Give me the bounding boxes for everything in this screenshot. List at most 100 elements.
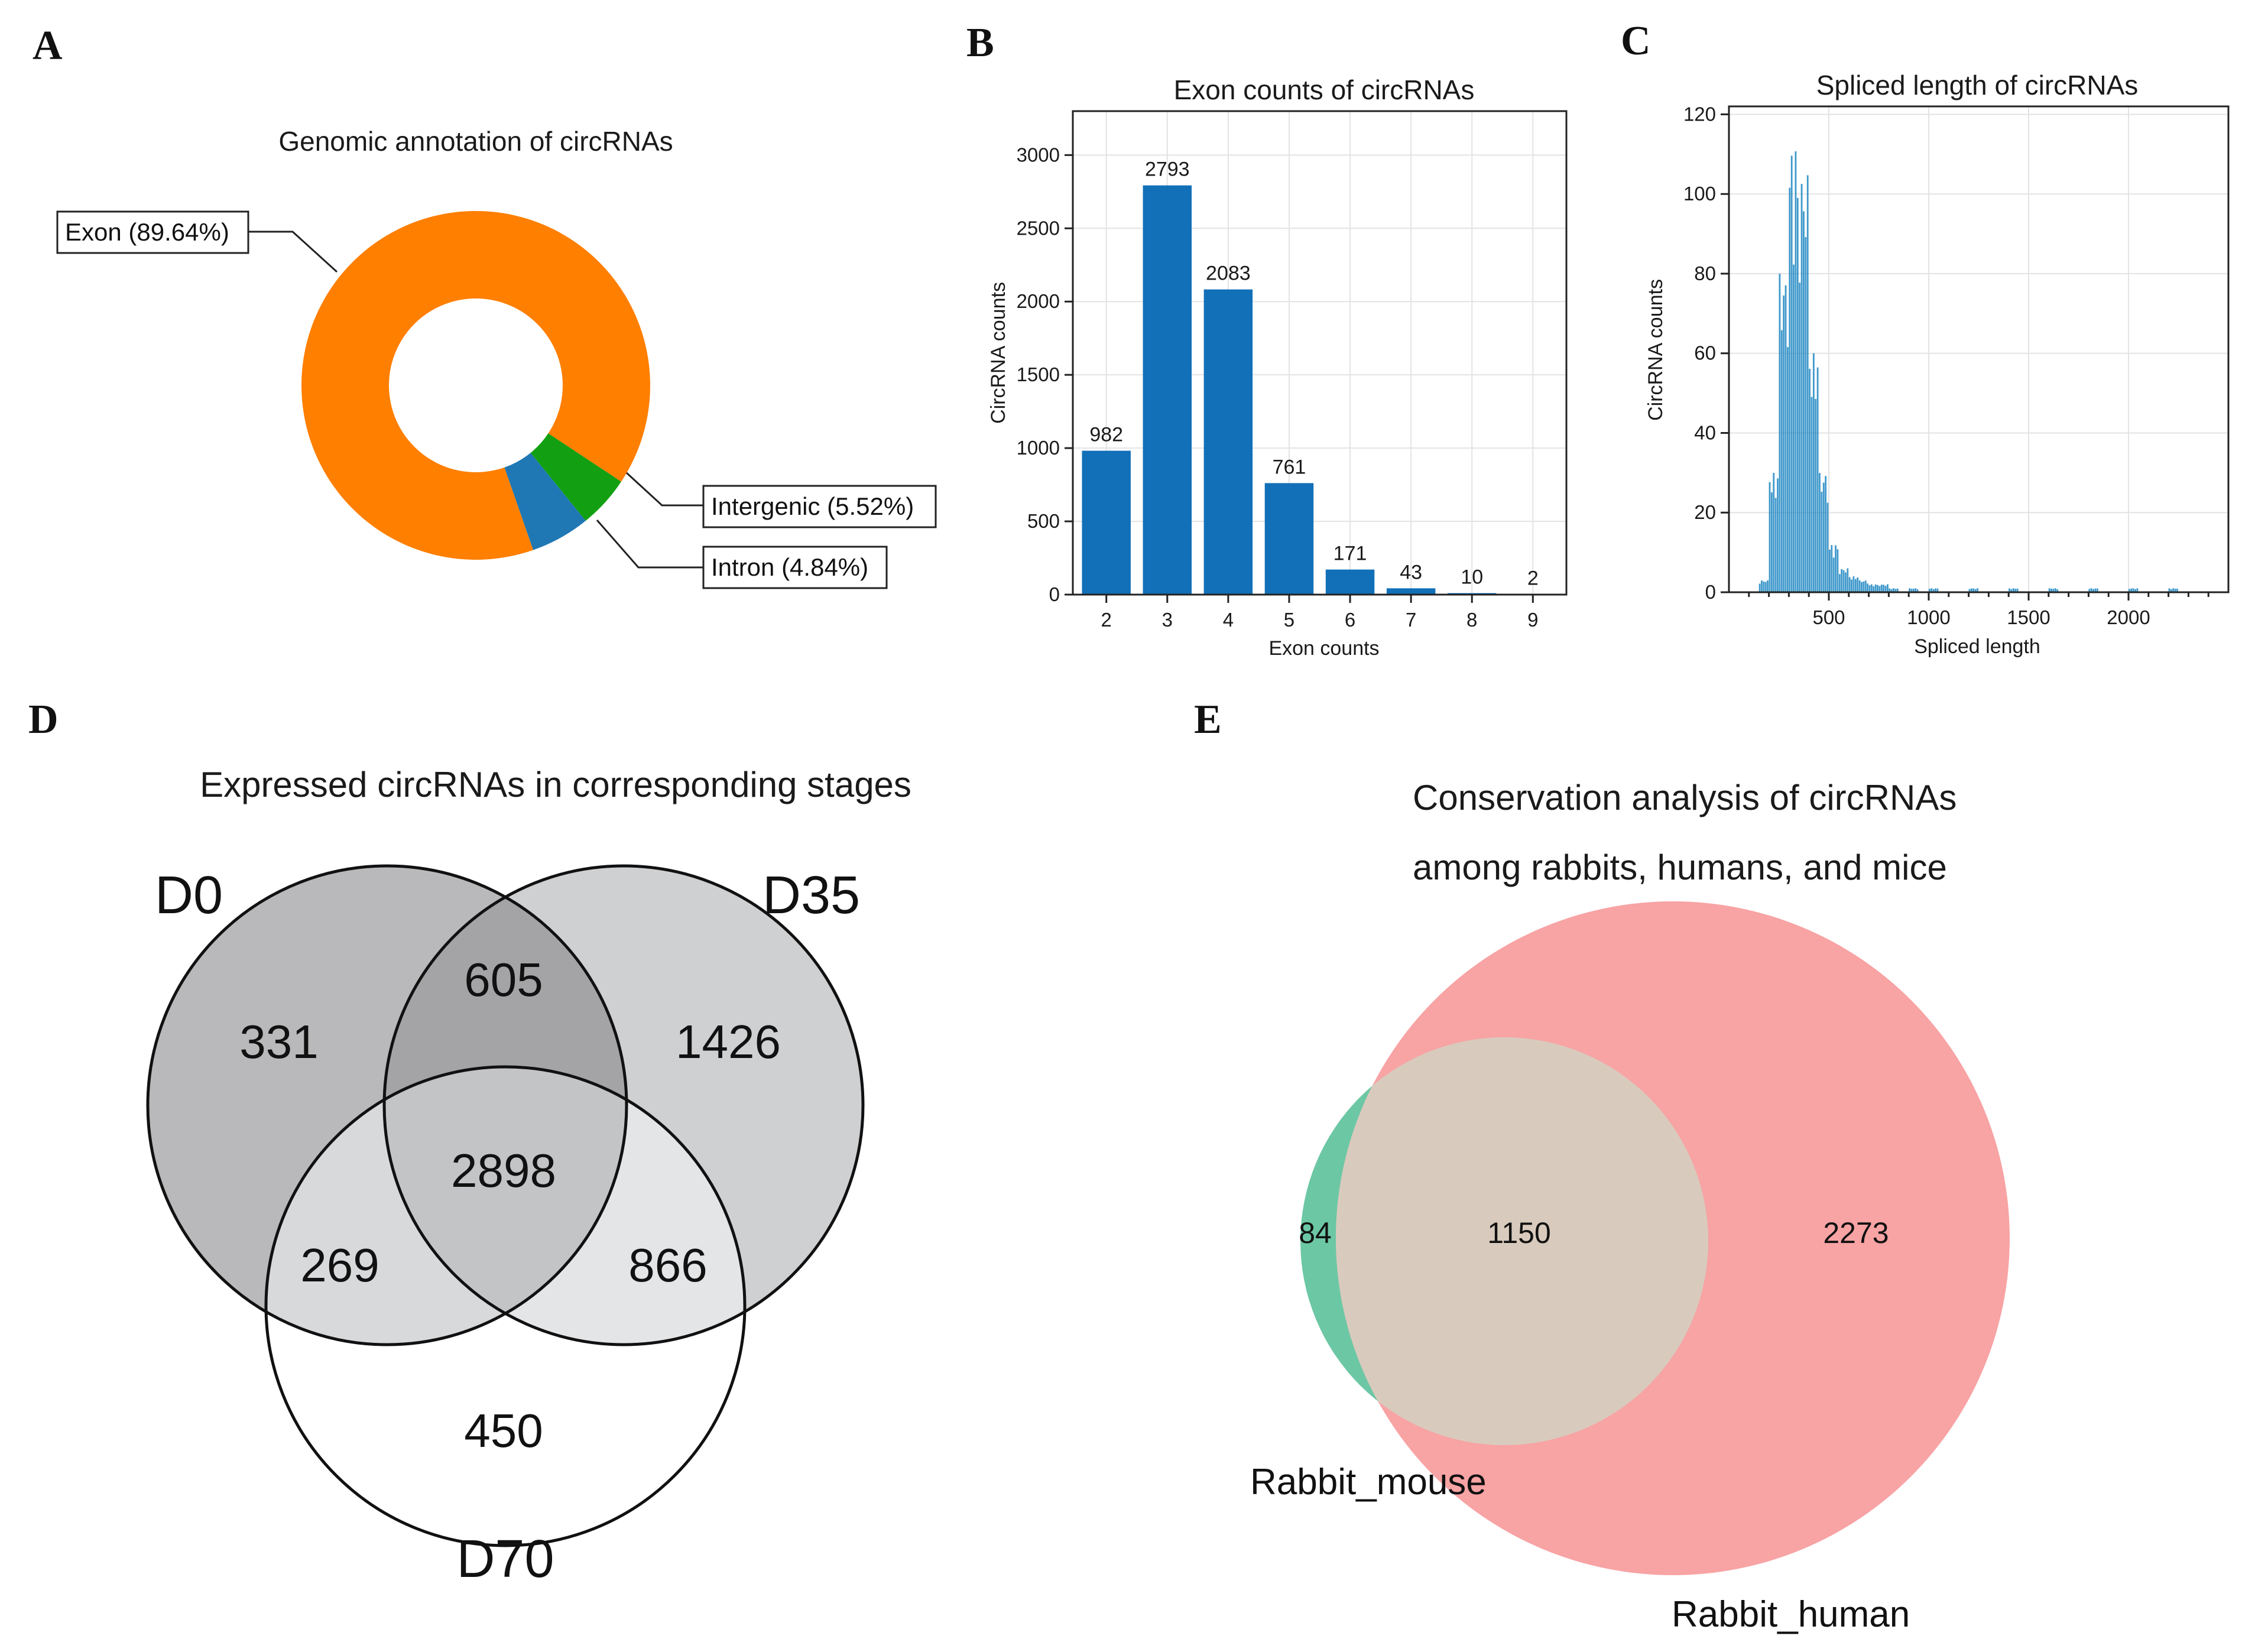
venn-region-overlap: [1336, 1037, 1708, 1445]
c-hist-bar: [2088, 589, 2091, 592]
c-hist-bar: [1874, 584, 1877, 592]
callout-intergenic: Intergenic (5.52%): [625, 472, 937, 528]
panel-label-e: E: [1194, 697, 1222, 742]
c-hist-bar: [1761, 580, 1763, 592]
donut-slices: [301, 210, 650, 560]
c-hist-bar: [2010, 589, 2013, 592]
c-hist-bar: [1868, 585, 1871, 592]
c-hist-bar: [1845, 572, 1847, 592]
c-hist-bar: [1784, 285, 1787, 593]
callout-exon-leader: [248, 231, 338, 273]
venn-value-overlap: 1150: [1487, 1216, 1551, 1249]
chart-c-xlabel: Spliced length: [1914, 635, 2040, 658]
callout-intron-box: [702, 546, 888, 589]
c-hist-bar: [1835, 545, 1837, 592]
venn-outline-d0: [146, 864, 628, 1346]
callout-intron: Intron (4.84%): [596, 520, 888, 589]
c-hist-bar: [1819, 473, 1821, 592]
c-hist-bar: [1861, 582, 1863, 592]
c-hist-bar: [1968, 589, 1971, 592]
c-hist-bar: [2009, 588, 2010, 592]
c-hist-bar: [1822, 482, 1825, 592]
c-hist-bar: [1842, 570, 1845, 592]
c-hist-bar: [1884, 586, 1887, 592]
c-ytick-label-60: 60: [1694, 342, 1716, 364]
c-hist-bar: [1887, 584, 1889, 592]
chart-b-ylabel: CircRNA counts: [987, 282, 1010, 424]
c-hist-bar: [1880, 585, 1883, 592]
c-hist-bar: [1929, 589, 1930, 592]
b-bar-value-5: 761: [1273, 456, 1306, 478]
b-bar-value-8: 10: [1461, 566, 1483, 589]
c-hist-bar: [2050, 588, 2052, 592]
c-hist-bar: [1932, 589, 1935, 592]
chart-c-ticks: 0 20 40 60 80 100 120 500 1000 1500 2000: [1683, 103, 2209, 628]
venn-set-label-rabbit-human: Rabbit_human: [1672, 1594, 1910, 1635]
c-hist-bar: [1783, 295, 1785, 592]
c-hist-bar: [1883, 585, 1885, 592]
callout-intergenic-box: [702, 485, 937, 528]
c-hist-bar: [1970, 588, 1972, 592]
c-hist-bar: [1825, 476, 1827, 592]
c-hist-bar: [1831, 545, 1833, 592]
venn-outline-d70: [264, 1065, 747, 1547]
c-xtick-label-1000: 1000: [1907, 606, 1950, 628]
venn-set-label-rabbit-mouse: Rabbit_mouse: [1250, 1462, 1487, 1502]
c-hist-bar: [1812, 353, 1815, 592]
c-ytick-label-120: 120: [1683, 103, 1716, 125]
chart-c-histogram-bars: [1758, 151, 2178, 593]
c-hist-bar: [1909, 588, 1910, 592]
c-hist-bar: [1809, 368, 1811, 592]
chart-c-title: Spliced length of circRNAs: [1816, 70, 2139, 100]
c-ytick-label-80: 80: [1694, 262, 1716, 284]
b-bar-2: [1082, 450, 1131, 595]
c-hist-bar: [2054, 588, 2056, 592]
slice-label-exon: Exon (89.64%): [65, 218, 229, 246]
c-hist-bar: [1811, 397, 1813, 592]
c-hist-bar: [1789, 187, 1791, 592]
b-ytick-label-2500: 2500: [1017, 217, 1060, 239]
c-hist-bar: [1847, 568, 1849, 592]
c-hist-bar: [1774, 498, 1777, 592]
c-hist-bar: [1758, 583, 1761, 592]
c-hist-bar: [1767, 580, 1769, 592]
callout-exon: Exon (89.64%): [56, 210, 338, 273]
b-ytick-label-3000: 3000: [1017, 144, 1060, 165]
b-xtick-label-5: 5: [1284, 609, 1294, 631]
c-hist-bar: [1816, 367, 1819, 592]
venn-set-label-d0: D0: [155, 866, 223, 925]
panel-label-a: A: [33, 23, 63, 69]
c-hist-bar: [1799, 283, 1801, 592]
venn-value-rabbit-human-only: 2273: [1823, 1216, 1889, 1249]
chart-e-title-line1: Conservation analysis of circRNAs: [1413, 778, 1957, 817]
chart-d-title: Expressed circRNAs in corresponding stag…: [200, 765, 911, 804]
venn-set-label-d35: D35: [763, 866, 860, 925]
c-hist-bar: [1770, 492, 1773, 592]
b-bar-value-3: 2793: [1145, 158, 1190, 181]
callout-exon-box: [56, 210, 249, 254]
c-hist-bar: [2176, 589, 2178, 592]
c-hist-bar: [1777, 478, 1779, 592]
panel-label-b: B: [966, 20, 994, 66]
b-bar-value-9: 2: [1527, 567, 1539, 590]
c-hist-bar: [1832, 557, 1835, 592]
c-hist-bar: [1773, 473, 1775, 592]
c-hist-bar: [1864, 580, 1867, 592]
c-hist-bar: [1873, 586, 1875, 592]
c-hist-bar: [2016, 588, 2019, 592]
b-xtick-label-3: 3: [1162, 609, 1173, 631]
c-hist-bar: [1890, 589, 1893, 592]
c-hist-bar: [2052, 589, 2055, 592]
b-bar-4: [1203, 289, 1253, 595]
panel-d-venn3: D Expressed circRNAs in corresponding st…: [28, 697, 911, 1589]
c-hist-bar: [1870, 584, 1873, 592]
b-ytick-label-2000: 2000: [1017, 290, 1060, 312]
venn-value-d35-only: 1426: [676, 1015, 781, 1068]
venn-value-all: 2898: [451, 1144, 556, 1197]
venn-value-d0-only: 331: [239, 1015, 318, 1068]
c-hist-bar: [1764, 582, 1767, 592]
b-xtick-label-4: 4: [1223, 609, 1234, 631]
chart-b-xlabel: Exon counts: [1268, 637, 1379, 660]
c-hist-bar: [1977, 588, 1978, 592]
